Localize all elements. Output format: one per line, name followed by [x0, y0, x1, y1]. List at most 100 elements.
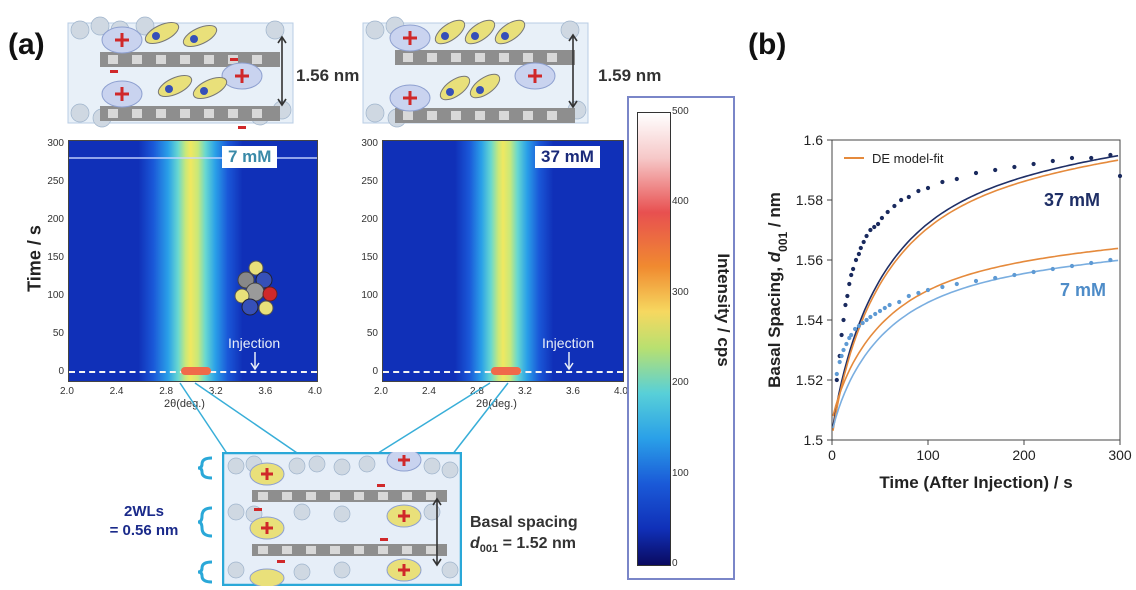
- x-tick-label: 0: [828, 447, 836, 463]
- schematic-top-left: [67, 16, 294, 129]
- data-point-37mM: [1031, 161, 1036, 167]
- heatmap-x-tick: 2.0: [60, 386, 74, 397]
- y-tick-label: 1.52: [796, 372, 823, 388]
- data-point-7mM: [864, 317, 869, 323]
- data-point-37mM: [839, 332, 844, 338]
- de-fit-line-37mM: [832, 159, 1119, 431]
- heatmap-y-tick: 0: [58, 366, 64, 377]
- data-point-37mM: [843, 302, 848, 308]
- data-point-7mM: [1031, 269, 1036, 275]
- panel-label-b: (b): [748, 28, 787, 61]
- heatmap-y-tick: 300: [47, 138, 64, 149]
- data-point-7mM: [954, 281, 959, 287]
- data-point-37mM: [1108, 152, 1113, 158]
- data-point-7mM: [897, 299, 902, 305]
- data-point-7mM: [873, 311, 878, 317]
- data-point-37mM: [834, 377, 839, 383]
- heatmap-x-tick: 2.0: [374, 386, 388, 397]
- data-point-37mM: [925, 185, 931, 191]
- data-point-37mM: [993, 167, 998, 173]
- heatmap-y-tick: 0: [372, 366, 378, 377]
- fit-line-37mM: [832, 154, 1119, 427]
- colorbar-tick: 400: [672, 196, 689, 208]
- data-point-7mM: [839, 353, 844, 359]
- data-point-37mM: [940, 179, 945, 185]
- heatmap-y-tick: 250: [47, 176, 64, 187]
- data-point-7mM: [841, 347, 846, 353]
- data-point-7mM: [916, 290, 921, 296]
- series-label-37mM: 37 mM: [1044, 190, 1100, 210]
- zoom-lines: [179, 382, 509, 456]
- heatmap-x-tick: 2.4: [109, 386, 124, 397]
- heatmap-x-tick: 3.6: [258, 386, 273, 397]
- data-point-37mM: [841, 317, 846, 323]
- data-point-7mM: [837, 359, 842, 365]
- spacing-label-right: 1.59 nm: [598, 66, 662, 85]
- molecule-icon: [234, 260, 278, 316]
- colorbar-tick: 100: [672, 467, 689, 479]
- plot-frame: [831, 139, 1121, 441]
- colorbar-tick: 0: [672, 558, 678, 569]
- data-point-37mM: [853, 257, 859, 263]
- heatmap-right: [382, 140, 624, 382]
- data-point-37mM: [868, 227, 873, 233]
- schematic-top-right: [362, 16, 589, 128]
- data-point-37mM: [906, 194, 911, 200]
- x-tick-label: 300: [1108, 447, 1132, 463]
- x-axis-title: Time (After Injection) / s: [879, 473, 1072, 492]
- colorbar-tick: 300: [672, 286, 689, 298]
- data-point-37mM: [1117, 173, 1123, 179]
- colorbar-tick: 500: [672, 106, 689, 117]
- data-point-37mM: [858, 245, 863, 251]
- data-point-37mM: [851, 266, 856, 272]
- data-point-7mM: [940, 284, 945, 290]
- legend-label: DE model-fit: [872, 151, 944, 166]
- data-point-7mM: [1050, 266, 1055, 272]
- data-point-7mM: [1069, 263, 1075, 269]
- heatmap-x-tick: 2.4: [422, 386, 436, 397]
- series-label-7mM: 7 mM: [1060, 280, 1106, 300]
- data-point-37mM: [861, 239, 866, 245]
- heatmap-y-tick: 200: [47, 214, 64, 225]
- colorbar-gradient: [637, 112, 671, 566]
- data-point-37mM: [1050, 158, 1055, 164]
- heatmap-x-tick: 3.2: [208, 386, 223, 397]
- colorbar-title: Intensity / cps: [714, 253, 733, 367]
- y-tick-label: 1.54: [796, 312, 823, 328]
- heatmap-left: [68, 140, 318, 382]
- data-point-7mM: [849, 332, 854, 338]
- data-point-37mM: [849, 272, 854, 278]
- y-axis-title: Basal Spacing, d001 / nm: [765, 192, 790, 388]
- data-point-7mM: [877, 308, 883, 314]
- data-point-37mM: [845, 293, 850, 299]
- heatmap-y-tick: 250: [361, 176, 378, 187]
- basal-spacing-line1: Basal spacing: [470, 514, 578, 531]
- data-point-37mM: [856, 251, 861, 257]
- heatmap-x-tick: 3.2: [518, 386, 532, 397]
- heatmap-x-tick: 4.0: [308, 386, 322, 397]
- data-point-37mM: [892, 203, 897, 209]
- basal-spacing-chart: 0 100 200 300 1.5 1.52 1.54 1.56 1.58 1.6 Time (Af…: [765, 132, 1132, 492]
- concentration-label-left: 7 mM: [222, 146, 278, 168]
- heatmap-x-tick: 4.0: [614, 386, 628, 397]
- heatmap-y-tick: 150: [47, 252, 64, 263]
- de-fit-line-7mM: [832, 247, 1119, 417]
- y-tick-label: 1.6: [804, 132, 824, 148]
- data-point-7mM: [1089, 260, 1094, 266]
- data-point-7mM: [887, 302, 892, 308]
- heatmap-y-tick: 300: [361, 138, 378, 149]
- data-point-37mM: [899, 197, 904, 203]
- panel-label-a: (a): [8, 28, 45, 61]
- data-point-37mM: [885, 209, 890, 215]
- data-point-7mM: [906, 293, 911, 299]
- data-point-37mM: [954, 176, 959, 182]
- heatmap-y-tick: 200: [361, 214, 378, 225]
- injection-label-left: Injection: [228, 335, 281, 351]
- heatmap-y-tick: 100: [47, 290, 64, 301]
- concentration-label-right: 37 mM: [535, 146, 600, 168]
- data-point-37mM: [1089, 155, 1094, 161]
- heatmap-y-tick: 50: [52, 328, 64, 339]
- data-point-7mM: [860, 320, 865, 326]
- colorbar: [627, 96, 735, 580]
- data-point-7mM: [868, 314, 873, 320]
